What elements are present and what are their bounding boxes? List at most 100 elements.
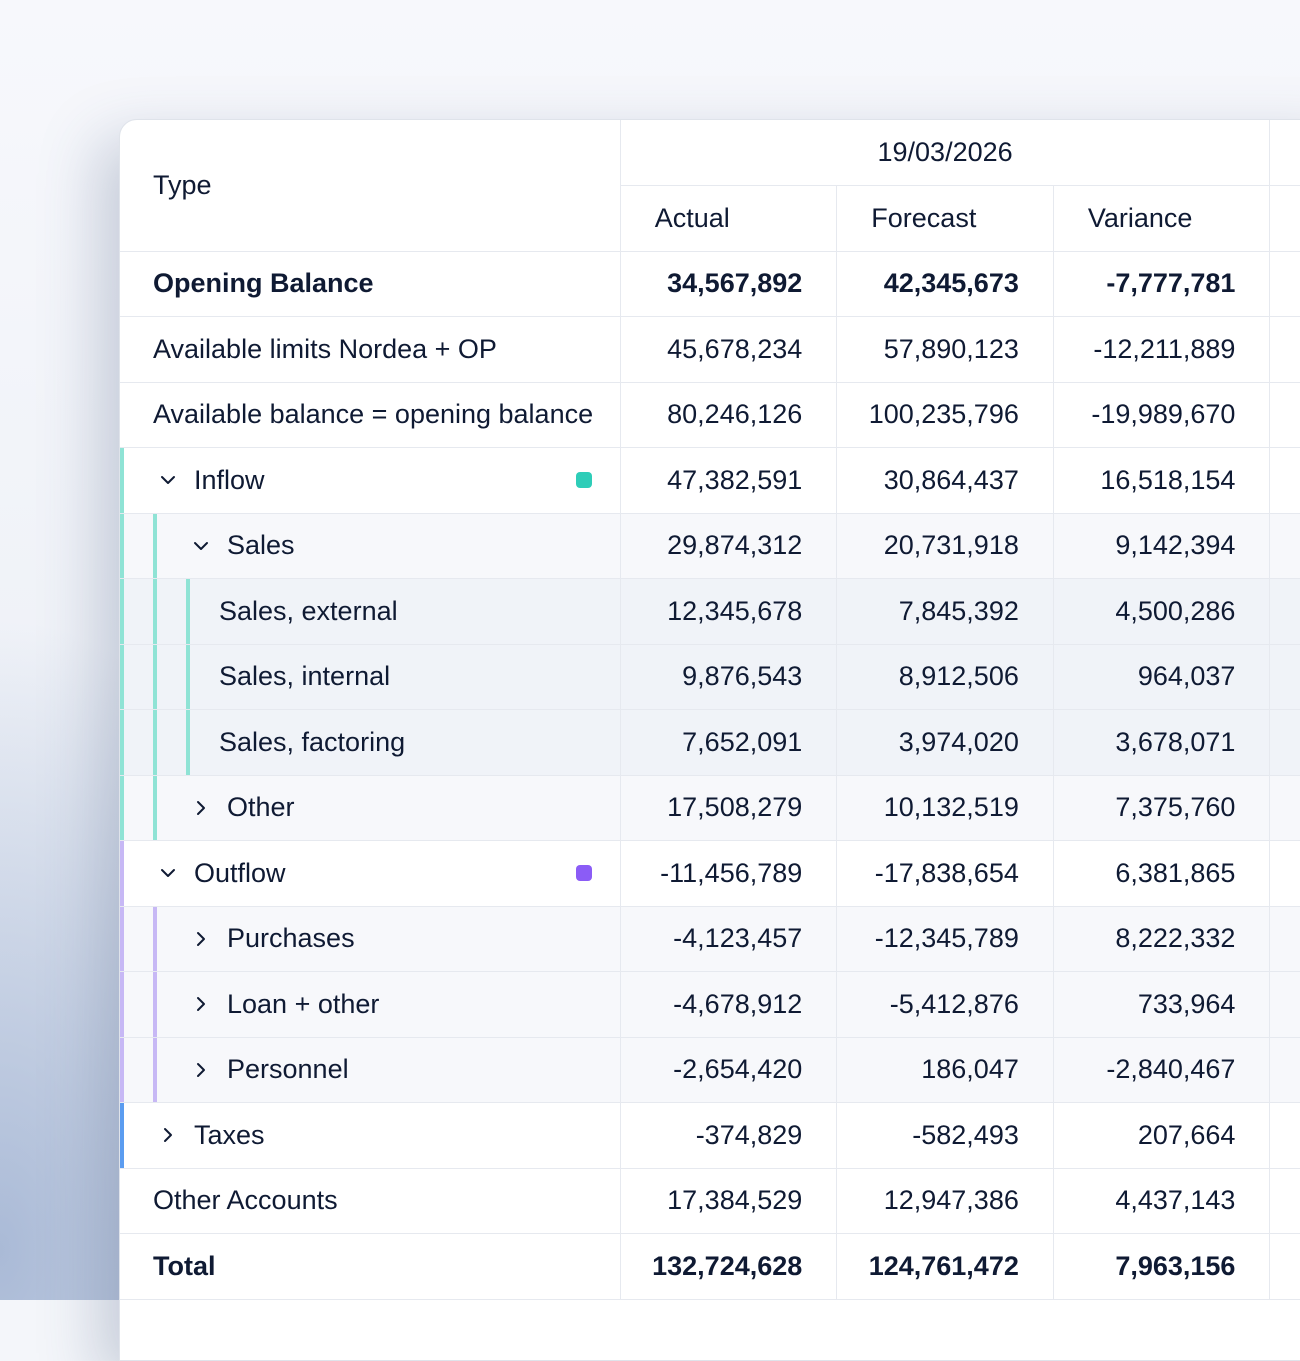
type-column-header[interactable]: Type	[120, 120, 621, 252]
chevron-right-icon[interactable]	[190, 928, 212, 950]
table-row: Sales, internal 9,876,543 8,912,506 964,…	[120, 644, 1300, 710]
table-row: Opening Balance 34,567,892 42,345,673 -7…	[120, 251, 1300, 317]
table-row-loan-other[interactable]: Loan + other -4,678,912 -5,412,876 733,9…	[120, 971, 1300, 1038]
table-row-purchases[interactable]: Purchases -4,123,457 -12,345,789 8,222,3…	[120, 906, 1300, 972]
table-row-taxes[interactable]: Taxes -374,829 -582,493 207,664	[120, 1102, 1300, 1169]
next-value	[1269, 447, 1300, 514]
chevron-right-icon[interactable]	[190, 797, 212, 819]
variance-value: 207,664	[1052, 1102, 1270, 1169]
forecast-value: -582,493	[836, 1102, 1054, 1169]
actual-value: -374,829	[619, 1102, 837, 1169]
inflow-label-cell[interactable]: Inflow	[120, 447, 621, 514]
actual-value: 7,652,091	[619, 709, 837, 776]
next-value	[1269, 513, 1300, 579]
sales-group-bar	[153, 513, 157, 578]
sales-internal-label-cell: Sales, internal	[120, 644, 621, 710]
table-row-outflow[interactable]: Outflow -11,456,789 -17,838,654 6,381,86…	[120, 840, 1300, 907]
other-label-cell[interactable]: Other	[120, 775, 621, 841]
inflow-group-bar	[120, 448, 124, 513]
forecast-value: 12,947,386	[836, 1168, 1054, 1234]
next-value	[1269, 1233, 1300, 1300]
purchases-group-bar	[153, 906, 157, 971]
next-value	[1269, 1102, 1300, 1169]
forecast-value: 20,731,918	[836, 513, 1054, 579]
variance-value: 16,518,154	[1052, 447, 1270, 514]
next-value	[1269, 1168, 1300, 1234]
chevron-down-icon[interactable]	[157, 862, 179, 884]
actual-value: -2,654,420	[619, 1037, 837, 1103]
inflow-group-bar	[120, 579, 124, 644]
next-value	[1269, 316, 1300, 383]
forecast-value: 7,845,392	[836, 578, 1054, 645]
personnel-label-cell[interactable]: Personnel	[120, 1037, 621, 1103]
row-label: Loan + other	[227, 988, 380, 1019]
variance-value: -2,840,467	[1052, 1037, 1270, 1103]
variance-value: 7,375,760	[1052, 775, 1270, 841]
variance-value: 3,678,071	[1052, 709, 1270, 776]
actual-value: -11,456,789	[619, 840, 837, 907]
next-value	[1269, 971, 1300, 1038]
sales-label-cell[interactable]: Sales	[120, 513, 621, 579]
variance-column-header[interactable]: Variance	[1052, 185, 1270, 252]
outflow-color-swatch	[575, 865, 592, 882]
inflow-group-bar	[120, 710, 124, 775]
chevron-right-icon[interactable]	[190, 993, 212, 1015]
cashflow-table: Type 19/03/2026 Actual Forecast Variance…	[120, 120, 1300, 1300]
next-value	[1269, 840, 1300, 907]
row-label: Purchases	[227, 923, 355, 954]
sales-group-bar	[153, 710, 157, 775]
inflow-group-bar	[120, 775, 124, 840]
outflow-label-cell[interactable]: Outflow	[120, 840, 621, 907]
row-label: Sales, external	[219, 595, 398, 626]
sales-detail-bar	[186, 710, 190, 775]
next-value	[1269, 709, 1300, 776]
next-value	[1269, 906, 1300, 972]
forecast-column-header[interactable]: Forecast	[836, 185, 1054, 252]
chevron-down-icon[interactable]	[157, 469, 179, 491]
table-row-inflow[interactable]: Inflow 47,382,591 30,864,437 16,518,154	[120, 447, 1300, 514]
table-row-personnel[interactable]: Personnel -2,654,420 186,047 -2,840,467	[120, 1037, 1300, 1103]
row-label: Inflow	[194, 464, 265, 495]
forecast-value: 42,345,673	[836, 251, 1054, 317]
table-row-total: Total 132,724,628 124,761,472 7,963,156	[120, 1233, 1300, 1300]
variance-value: 8,222,332	[1052, 906, 1270, 972]
next-date-column-header	[1269, 120, 1300, 186]
taxes-label-cell[interactable]: Taxes	[120, 1102, 621, 1169]
chevron-right-icon[interactable]	[157, 1124, 179, 1146]
row-label: Other Accounts	[120, 1168, 621, 1234]
next-value	[1269, 775, 1300, 841]
forecast-value: 30,864,437	[836, 447, 1054, 514]
outflow-group-bar	[120, 841, 124, 906]
taxes-group-bar	[120, 1103, 124, 1168]
row-label: Sales, internal	[219, 661, 391, 692]
variance-value: -19,989,670	[1052, 382, 1270, 448]
variance-value: -7,777,781	[1052, 251, 1270, 317]
actual-value: 17,384,529	[619, 1168, 837, 1234]
actual-column-header[interactable]: Actual	[619, 185, 837, 252]
table-row-sales[interactable]: Sales 29,874,312 20,731,918 9,142,394	[120, 513, 1300, 579]
loan-other-label-cell[interactable]: Loan + other	[120, 971, 621, 1038]
purchases-label-cell[interactable]: Purchases	[120, 906, 621, 972]
inflow-color-swatch	[575, 472, 592, 489]
row-label: Sales	[227, 530, 295, 561]
variance-value: 7,963,156	[1052, 1233, 1270, 1300]
table-row-other[interactable]: Other 17,508,279 10,132,519 7,375,760	[120, 775, 1300, 841]
actual-value: 12,345,678	[619, 578, 837, 645]
row-label: Outflow	[194, 857, 286, 888]
sales-group-bar	[153, 644, 157, 709]
next-value	[1269, 382, 1300, 448]
row-label: Total	[120, 1233, 621, 1300]
sales-detail-bar	[186, 644, 190, 709]
variance-value: 733,964	[1052, 971, 1270, 1038]
chevron-right-icon[interactable]	[190, 1059, 212, 1081]
forecast-value: 186,047	[836, 1037, 1054, 1103]
actual-value: -4,678,912	[619, 971, 837, 1038]
row-label: Available limits Nordea + OP	[120, 316, 621, 383]
sales-detail-bar	[186, 579, 190, 644]
chevron-down-icon[interactable]	[190, 535, 212, 557]
table-row: Available limits Nordea + OP 45,678,234 …	[120, 316, 1300, 383]
inflow-group-bar	[120, 644, 124, 709]
variance-value: 6,381,865	[1052, 840, 1270, 907]
forecast-value: -12,345,789	[836, 906, 1054, 972]
variance-value: 4,437,143	[1052, 1168, 1270, 1234]
